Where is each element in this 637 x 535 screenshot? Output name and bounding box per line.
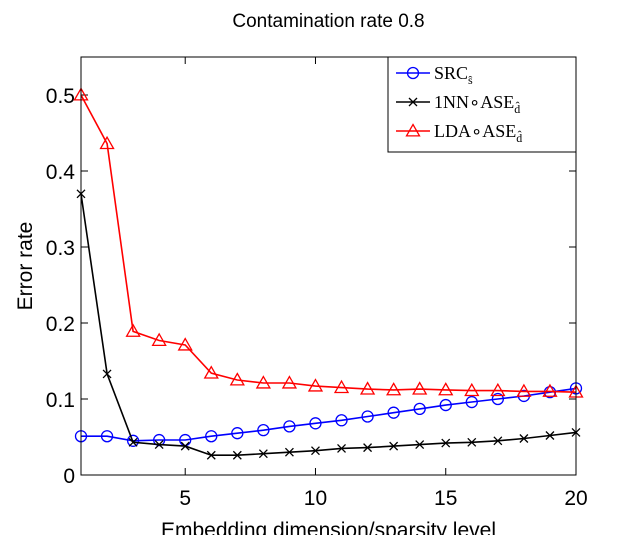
data-point xyxy=(206,450,216,460)
data-point xyxy=(99,135,115,150)
series-line xyxy=(81,387,577,442)
legend-item: LDA∘ASEd̂ xyxy=(396,121,522,145)
data-point xyxy=(102,369,112,379)
data-point xyxy=(361,410,374,423)
data-point xyxy=(333,379,350,394)
data-point xyxy=(359,381,376,395)
data-point xyxy=(307,378,324,392)
legend-item: 1NN∘ASEd̂ xyxy=(396,92,520,116)
data-point xyxy=(205,430,218,443)
data-point xyxy=(441,438,451,448)
data-point xyxy=(516,383,532,397)
data-point xyxy=(177,337,193,351)
data-point xyxy=(493,436,503,446)
data-point xyxy=(284,447,294,457)
x-axis-label: Embedding dimension/sparsity level xyxy=(161,519,496,535)
data-point xyxy=(153,433,166,447)
data-point xyxy=(255,375,271,389)
data-point xyxy=(232,450,242,460)
data-point xyxy=(311,446,320,456)
data-point xyxy=(465,395,478,409)
data-point xyxy=(439,398,452,412)
data-point xyxy=(545,431,555,440)
chart-title: Contamination rate 0.8 xyxy=(232,11,424,32)
series-1 xyxy=(76,189,581,460)
legend-label: LDA∘ASEd̂ xyxy=(434,121,522,145)
data-point xyxy=(491,392,504,406)
legend-label: SRCŝ xyxy=(434,63,473,87)
data-point xyxy=(387,406,400,419)
legend-marker xyxy=(406,66,420,80)
data-point xyxy=(151,332,167,347)
y-tick-label: 0.1 xyxy=(46,389,75,412)
data-point xyxy=(281,375,298,389)
data-point xyxy=(467,437,477,447)
legend-marker xyxy=(405,123,421,137)
y-tick-label: 0 xyxy=(63,465,75,488)
data-point xyxy=(283,420,296,433)
data-point xyxy=(128,437,138,447)
y-tick-label: 0.4 xyxy=(46,161,76,184)
data-point xyxy=(309,417,322,430)
data-point xyxy=(154,440,164,450)
data-point xyxy=(100,430,114,443)
data-point xyxy=(363,443,373,453)
plot-frame xyxy=(80,56,577,476)
legend-marker xyxy=(408,97,418,107)
data-point xyxy=(203,365,219,379)
y-tick-label: 0.2 xyxy=(46,313,75,336)
data-point xyxy=(389,441,399,451)
y-tick-label: 0.3 xyxy=(46,237,75,260)
legend-label: 1NN∘ASEd̂ xyxy=(434,92,520,116)
data-point xyxy=(258,449,268,459)
legend: SRCŝ 1NN∘ASEd̂ LDA∘ASEd̂ xyxy=(387,56,577,153)
y-axis-label: Error rate xyxy=(14,222,37,311)
data-point xyxy=(126,434,140,447)
axis-ticks: 5 10 15 20 0 0.1 0.2 0.3 0.4 0.5 xyxy=(46,57,588,510)
legend-item: SRCŝ xyxy=(396,63,473,87)
series-line xyxy=(80,193,577,457)
data-point xyxy=(386,382,402,396)
data-point xyxy=(438,382,454,396)
x-tick-label: 10 xyxy=(304,487,327,510)
data-point xyxy=(337,443,346,453)
series-0 xyxy=(74,382,583,447)
data-point xyxy=(231,427,244,440)
data-point xyxy=(229,372,245,386)
x-tick-label: 5 xyxy=(179,487,191,510)
x-tick-label: 15 xyxy=(434,487,457,510)
data-point xyxy=(490,382,506,397)
data-point xyxy=(257,424,270,437)
data-point xyxy=(415,440,425,450)
data-point xyxy=(542,383,558,397)
y-tick-label: 0.5 xyxy=(46,85,75,108)
data-point xyxy=(519,434,529,443)
data-point xyxy=(412,381,428,395)
data-point xyxy=(335,414,348,427)
data-point xyxy=(125,323,141,337)
x-tick-label: 20 xyxy=(564,487,587,510)
data-point xyxy=(464,382,480,397)
data-point xyxy=(413,402,426,416)
data-point xyxy=(180,441,190,451)
